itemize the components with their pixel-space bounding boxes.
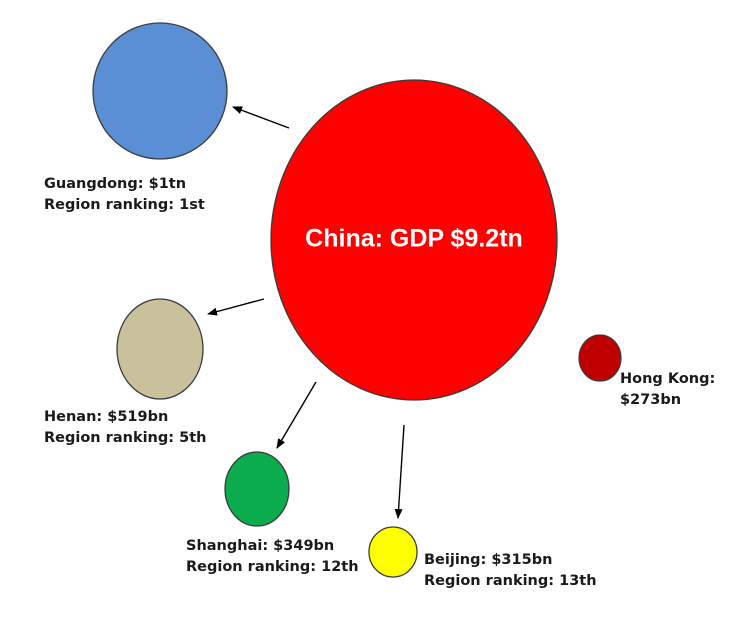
guangdong-bubble [92,22,228,160]
arrow-to-guangdong [232,106,290,129]
china-label: China: GDP $9.2tn [305,225,523,253]
beijing-bubble [368,526,418,578]
arrow-to-beijing [394,424,405,519]
henan-label: Henan: $519bn Region ranking: 5th [44,407,206,449]
arrow-to-henan [207,298,265,316]
guangdong-label: Guangdong: $1tn Region ranking: 1st [44,174,205,216]
beijing-label: Beijing: $315bn Region ranking: 13th [424,550,597,592]
beijing-gdp-text: Beijing: $315bn [424,552,553,568]
shanghai-label: Shanghai: $349bn Region ranking: 12th [186,536,359,578]
hongkong-label: Hong Kong: $273bn [620,369,715,411]
guangdong-gdp-text: Guangdong: $1tn [44,176,187,192]
guangdong-ranking-text: Region ranking: 1st [44,197,205,213]
hongkong-bubble [578,334,622,382]
henan-ranking-text: Region ranking: 5th [44,430,207,446]
arrow-to-shanghai [276,381,317,449]
hongkong-name-text: Hong Kong: [620,371,716,387]
henan-bubble [116,298,204,400]
henan-gdp-text: Henan: $519bn [44,409,169,425]
shanghai-ranking-text: Region ranking: 12th [186,559,359,575]
beijing-ranking-text: Region ranking: 13th [424,573,597,589]
shanghai-gdp-text: Shanghai: $349bn [186,538,335,554]
shanghai-bubble [224,451,290,527]
hongkong-gdp-text: $273bn [620,392,682,408]
china-bubble [270,79,558,401]
